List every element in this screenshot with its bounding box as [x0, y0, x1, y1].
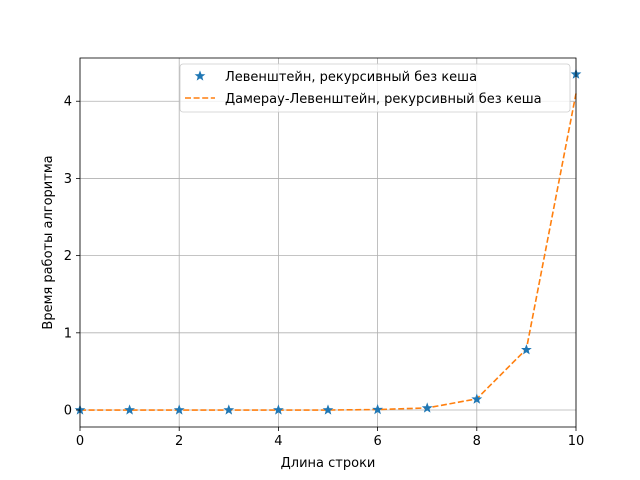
legend-marker-0 — [194, 70, 206, 81]
data-point — [421, 402, 433, 413]
x-tick-label: 8 — [473, 434, 481, 449]
y-tick-label: 3 — [64, 172, 72, 187]
data-point — [173, 404, 185, 415]
x-axis-label: Длина строки — [281, 456, 376, 471]
x-tick-label: 2 — [175, 434, 183, 449]
data-point — [223, 404, 235, 415]
x-tick-label: 6 — [373, 434, 381, 449]
x-tick-label: 4 — [274, 434, 282, 449]
x-tick-label: 0 — [76, 434, 84, 449]
legend-box — [179, 63, 571, 113]
plot-frame — [79, 57, 577, 428]
series-lines — [80, 93, 577, 411]
y-axis-label: Время работы алгоритма — [41, 155, 56, 329]
x-tick-label: 10 — [568, 434, 585, 449]
legend-label-0: Левенштейн, рекурсивный без кеша — [225, 70, 477, 85]
data-point — [372, 403, 383, 415]
y-tick-label: 2 — [64, 249, 72, 264]
axis-ticks: 0 2 4 6 8 10 0 1 2 3 4 — [64, 95, 585, 449]
series-line-1 — [80, 93, 577, 411]
data-point — [521, 344, 532, 355]
y-tick-label: 0 — [64, 404, 72, 419]
y-tick-label: 1 — [64, 326, 72, 341]
data-point — [322, 404, 334, 415]
data-point — [124, 404, 135, 415]
data-point — [273, 404, 284, 415]
legend: Левенштейн, рекурсивный без кеша Дамерау-… — [179, 63, 571, 113]
series-markers — [74, 68, 582, 415]
grid — [79, 58, 577, 427]
legend-label-1: Дамерау-Левенштейн, рекурсивный без кеша — [225, 92, 542, 107]
data-point — [471, 393, 483, 404]
y-tick-label: 4 — [64, 95, 72, 110]
